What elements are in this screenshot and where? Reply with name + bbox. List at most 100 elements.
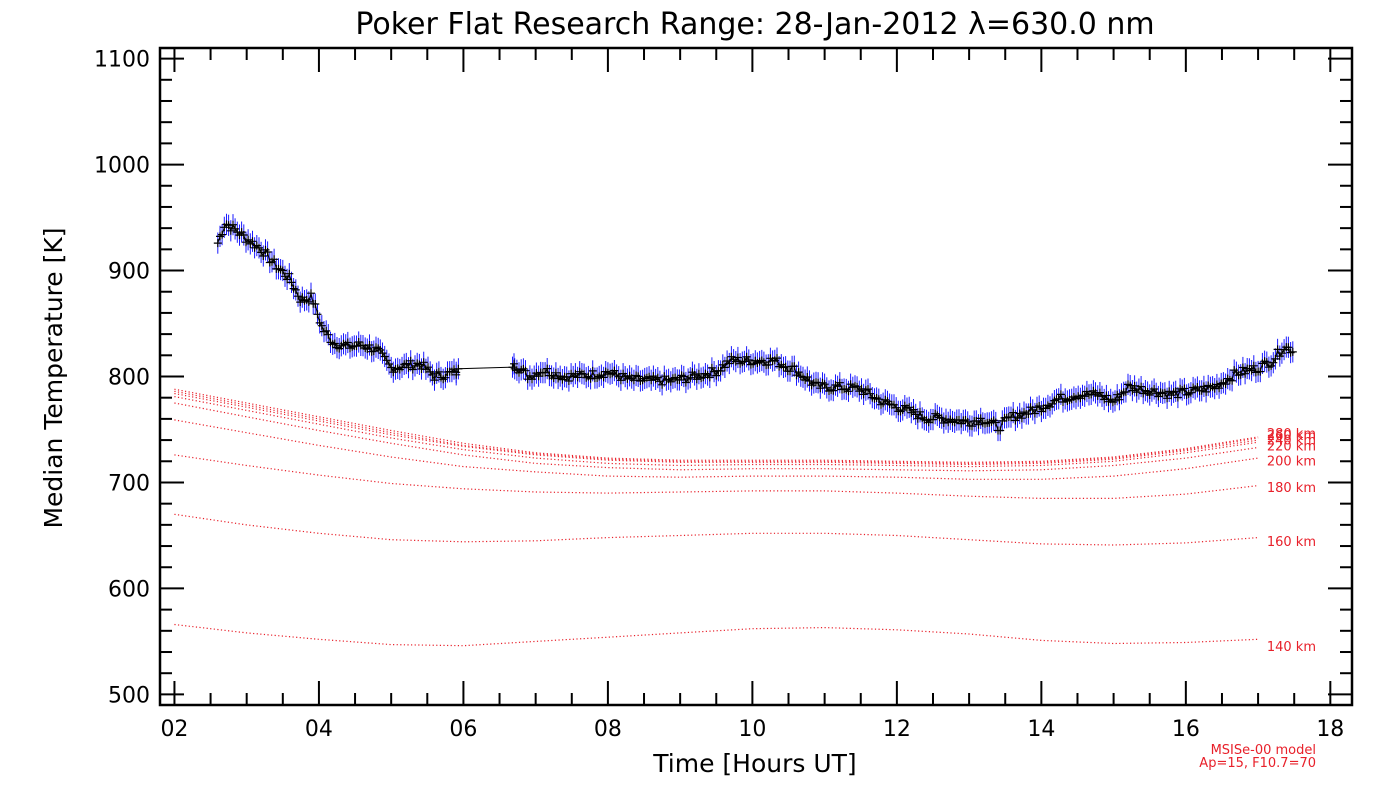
data-point [705, 373, 714, 382]
data-point [521, 366, 530, 375]
data-point [1288, 347, 1297, 356]
data-point [1249, 361, 1258, 370]
data-point [213, 239, 222, 248]
data-point [441, 373, 450, 382]
series-label-260-km: 260 km [1267, 429, 1316, 444]
data-point [974, 420, 983, 429]
data-point [909, 405, 918, 414]
data-point [629, 376, 638, 385]
x-tick-label: 10 [738, 717, 766, 742]
data-point [844, 387, 853, 396]
data-point [428, 370, 437, 379]
data-point [1137, 382, 1146, 391]
y-tick-label: 1000 [94, 154, 150, 179]
data-point [805, 377, 814, 385]
data-point [406, 356, 415, 365]
x-tick-label: 12 [883, 717, 911, 742]
y-tick-label: 800 [108, 366, 150, 391]
data-point [610, 366, 619, 375]
data-point [599, 373, 608, 382]
x-tick-label: 06 [449, 717, 477, 742]
data-point [1180, 384, 1189, 393]
data-point [434, 367, 443, 376]
data-point [853, 382, 862, 391]
model-series-240-km [174, 396, 1259, 468]
model-annotation: MSISe-00 model [1211, 743, 1316, 758]
data-point [285, 269, 294, 278]
data-point [1284, 343, 1293, 352]
data-point [686, 373, 695, 382]
data-point [1241, 369, 1250, 378]
data-point [1228, 376, 1237, 385]
x-tick-label: 18 [1316, 717, 1344, 742]
data-point [733, 353, 742, 362]
y-tick-label: 900 [108, 260, 150, 285]
data-point [419, 358, 428, 367]
data-point [311, 300, 320, 308]
data-point [564, 377, 573, 385]
data-point [1256, 367, 1265, 376]
data-point [255, 243, 263, 252]
data-point [343, 338, 352, 347]
series-label-280-km: 280 km [1267, 427, 1316, 442]
data-point [1173, 393, 1182, 402]
data-point [363, 345, 372, 354]
series-label-140-km: 140 km [1267, 640, 1316, 655]
series-label-220-km: 220 km [1267, 440, 1316, 455]
data-point [794, 368, 803, 377]
data-point [1154, 392, 1163, 401]
data-point [1020, 408, 1028, 417]
chart-title: Poker Flat Research Range: 28-Jan-2012 λ… [355, 7, 1154, 42]
data-point [720, 363, 729, 372]
data-point [1197, 386, 1206, 395]
data-point [740, 357, 749, 366]
measurement-layer [213, 213, 1297, 442]
data-point [937, 414, 946, 423]
data-point [616, 376, 625, 385]
model-series-160-km [174, 513, 1259, 546]
x-tick-label: 02 [160, 717, 188, 742]
y-tick-label: 500 [108, 683, 150, 708]
data-point [1130, 381, 1139, 390]
data-point [1056, 390, 1065, 399]
data-point [786, 367, 794, 376]
y-tick-label: 700 [108, 471, 150, 496]
data-point [911, 410, 920, 419]
data-point [454, 364, 463, 373]
data-point [898, 406, 907, 414]
measurement-line [217, 223, 1293, 431]
data-point [387, 363, 396, 372]
data-point [1251, 368, 1260, 377]
data-point [229, 220, 237, 229]
data-point [1221, 380, 1230, 389]
data-point [291, 285, 300, 294]
data-point [913, 414, 922, 423]
data-point [424, 363, 432, 372]
data-point [1035, 402, 1044, 410]
data-point [551, 368, 560, 377]
series-label-180-km: 180 km [1267, 481, 1316, 496]
model-parameters-annotation: Ap=15, F10.7=70 [1199, 756, 1316, 771]
data-point [764, 360, 773, 369]
data-point [296, 298, 305, 307]
data-point [452, 370, 461, 379]
data-point [634, 372, 643, 381]
data-point [1247, 366, 1256, 375]
data-point [510, 359, 518, 368]
data-point [307, 289, 315, 298]
data-point [996, 426, 1005, 435]
y-tick-label: 1100 [94, 48, 150, 73]
data-point [1150, 385, 1159, 393]
data-point [679, 372, 688, 381]
data-point [1017, 414, 1026, 423]
data-point [543, 364, 552, 373]
data-point [404, 363, 413, 372]
plot-frame [158, 46, 1354, 707]
data-point [916, 407, 924, 416]
y-axis-label: Median Temperature [K] [39, 227, 68, 528]
data-point [430, 376, 439, 385]
data-point [829, 386, 838, 395]
data-point [716, 367, 725, 375]
